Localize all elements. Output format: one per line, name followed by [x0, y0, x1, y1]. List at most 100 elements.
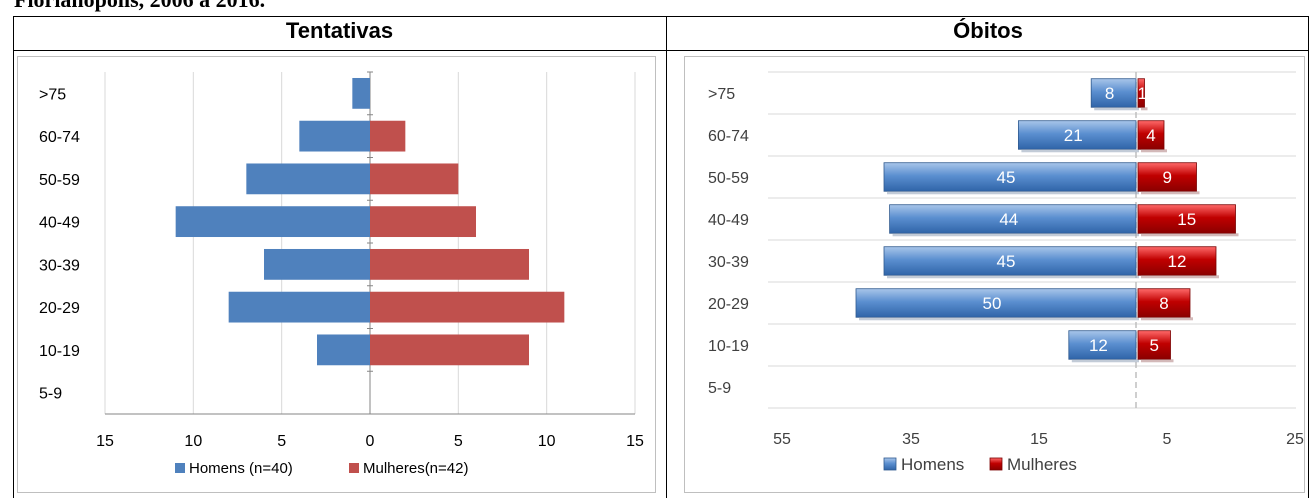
panel-header-tentativas: Tentativas: [285, 18, 394, 43]
bar-homens: [1090, 78, 1137, 108]
bar-group-homens: 12: [1068, 330, 1139, 363]
chart-tentativas: 15 10 5 0 5 10 15 5-9 10-19 20-29 30-39 40-49 50-59 6…: [17, 56, 657, 494]
bar-group-homens: 50: [855, 288, 1139, 321]
bar-mulheres: [370, 120, 406, 152]
category-label: 5-9: [708, 380, 731, 397]
table-frame: [13, 16, 1309, 498]
bar-mulheres: [370, 334, 529, 366]
data-label-mulheres: 12: [1168, 252, 1187, 271]
bar-homens: [299, 120, 370, 152]
x-tick-label: 15: [1030, 431, 1048, 448]
x-tick-label: 0: [366, 433, 375, 450]
x-tick-label: 10: [184, 433, 202, 450]
bar-shadow: [887, 275, 1139, 279]
data-label-mulheres: 5: [1150, 336, 1159, 355]
bar-homens: [228, 291, 370, 323]
legend-label-homens: Homens (n=40): [189, 460, 293, 477]
bar-homens: [1017, 120, 1137, 150]
x-tick-label: 35: [902, 431, 920, 448]
bar-homens: [317, 334, 370, 366]
bar-mulheres: [370, 248, 529, 280]
data-label-homens: 45: [997, 252, 1016, 271]
category-label: 40-49: [708, 212, 749, 229]
bar-shadow: [1071, 359, 1139, 363]
bar-mulheres: [1137, 120, 1165, 150]
legend-swatch-mulheres: [989, 457, 1003, 471]
x-tick-label: 55: [773, 431, 791, 448]
bar-shadow: [1141, 317, 1193, 321]
bar-homens: [175, 206, 370, 238]
bar-mulheres: [1137, 246, 1217, 276]
bar-shadow: [887, 191, 1139, 195]
x-tick-label: 15: [96, 433, 114, 450]
chart-obitos: 5-9 10-19 20-29 30-39 40-49 50-59 60-74 >75 55 35…: [684, 56, 1306, 494]
bar-mulheres: [1137, 204, 1236, 234]
legend-label-homens: Homens: [901, 455, 964, 474]
legend-swatch-homens: [883, 457, 897, 471]
x-tick-label: 25: [1286, 431, 1304, 448]
data-label-homens: 12: [1089, 336, 1108, 355]
legend-label-mulheres: Mulheres: [1007, 455, 1077, 474]
bar-shadow: [1141, 107, 1148, 111]
bar-shadow: [1094, 107, 1139, 111]
bar-group-homens: 45: [883, 246, 1139, 279]
bar-shadow: [1141, 233, 1239, 237]
bar-homens: [246, 163, 370, 195]
data-label-mulheres: 1: [1138, 84, 1147, 103]
bar-homens: [889, 204, 1137, 234]
bar-mulheres: [1137, 288, 1191, 318]
bar-mulheres: [1137, 330, 1171, 360]
bar-shadow: [1141, 359, 1174, 363]
bar-shadow: [1141, 149, 1167, 153]
data-label-mulheres: 4: [1146, 126, 1155, 145]
legend-label-mulheres: Mulheres(n=42): [363, 460, 468, 477]
bar-shadow: [859, 317, 1139, 321]
data-label-homens: 45: [997, 168, 1016, 187]
category-label: 10-19: [708, 338, 749, 355]
bar-group-mulheres: 9: [1137, 162, 1200, 195]
category-label: 20-29: [708, 296, 749, 313]
category-label: 60-74: [39, 129, 80, 146]
bar-homens: [1068, 330, 1137, 360]
data-label-mulheres: 8: [1159, 294, 1168, 313]
bar-homens: [352, 77, 370, 109]
bar-group-homens: 8: [1090, 78, 1139, 111]
document-title: Florianópolis, 2006 a 2016.: [14, 0, 265, 13]
bar-mulheres: [370, 206, 476, 238]
bar-homens: [264, 248, 370, 280]
data-label-homens: 50: [983, 294, 1002, 313]
bar-group-mulheres: 15: [1137, 204, 1239, 237]
data-label-mulheres: 9: [1163, 168, 1172, 187]
bar-group-mulheres: 1: [1138, 78, 1148, 111]
legend-swatch-homens: [175, 463, 185, 473]
category-label: >75: [708, 86, 735, 103]
bar-group-mulheres: 8: [1137, 288, 1193, 321]
legend-swatch-mulheres: [349, 463, 359, 473]
category-label: 50-59: [39, 172, 80, 189]
bar-shadow: [1021, 149, 1139, 153]
bar-shadow: [1141, 275, 1219, 279]
data-label-homens: 21: [1064, 126, 1083, 145]
bar-group-mulheres: 4: [1137, 120, 1167, 153]
panel-header-obitos: Óbitos: [953, 18, 1023, 43]
bar-group-homens: 44: [889, 204, 1139, 237]
category-label: 5-9: [39, 386, 62, 403]
bar-shadow: [892, 233, 1139, 237]
category-label: 30-39: [708, 254, 749, 271]
table-divider: [666, 16, 667, 498]
data-label-homens: 8: [1105, 84, 1114, 103]
bar-group-homens: 21: [1017, 120, 1139, 153]
category-label: 30-39: [39, 257, 80, 274]
category-label: >75: [39, 86, 66, 103]
data-label-mulheres: 15: [1177, 210, 1196, 229]
category-label: 40-49: [39, 215, 80, 232]
category-label: 10-19: [39, 343, 80, 360]
bar-group-mulheres: 12: [1137, 246, 1219, 279]
bar-homens: [883, 162, 1137, 192]
bar-shadow: [1141, 191, 1200, 195]
x-tick-label: 5: [454, 433, 463, 450]
bar-homens: [883, 246, 1137, 276]
bar-mulheres: [370, 163, 459, 195]
category-label: 50-59: [708, 170, 749, 187]
